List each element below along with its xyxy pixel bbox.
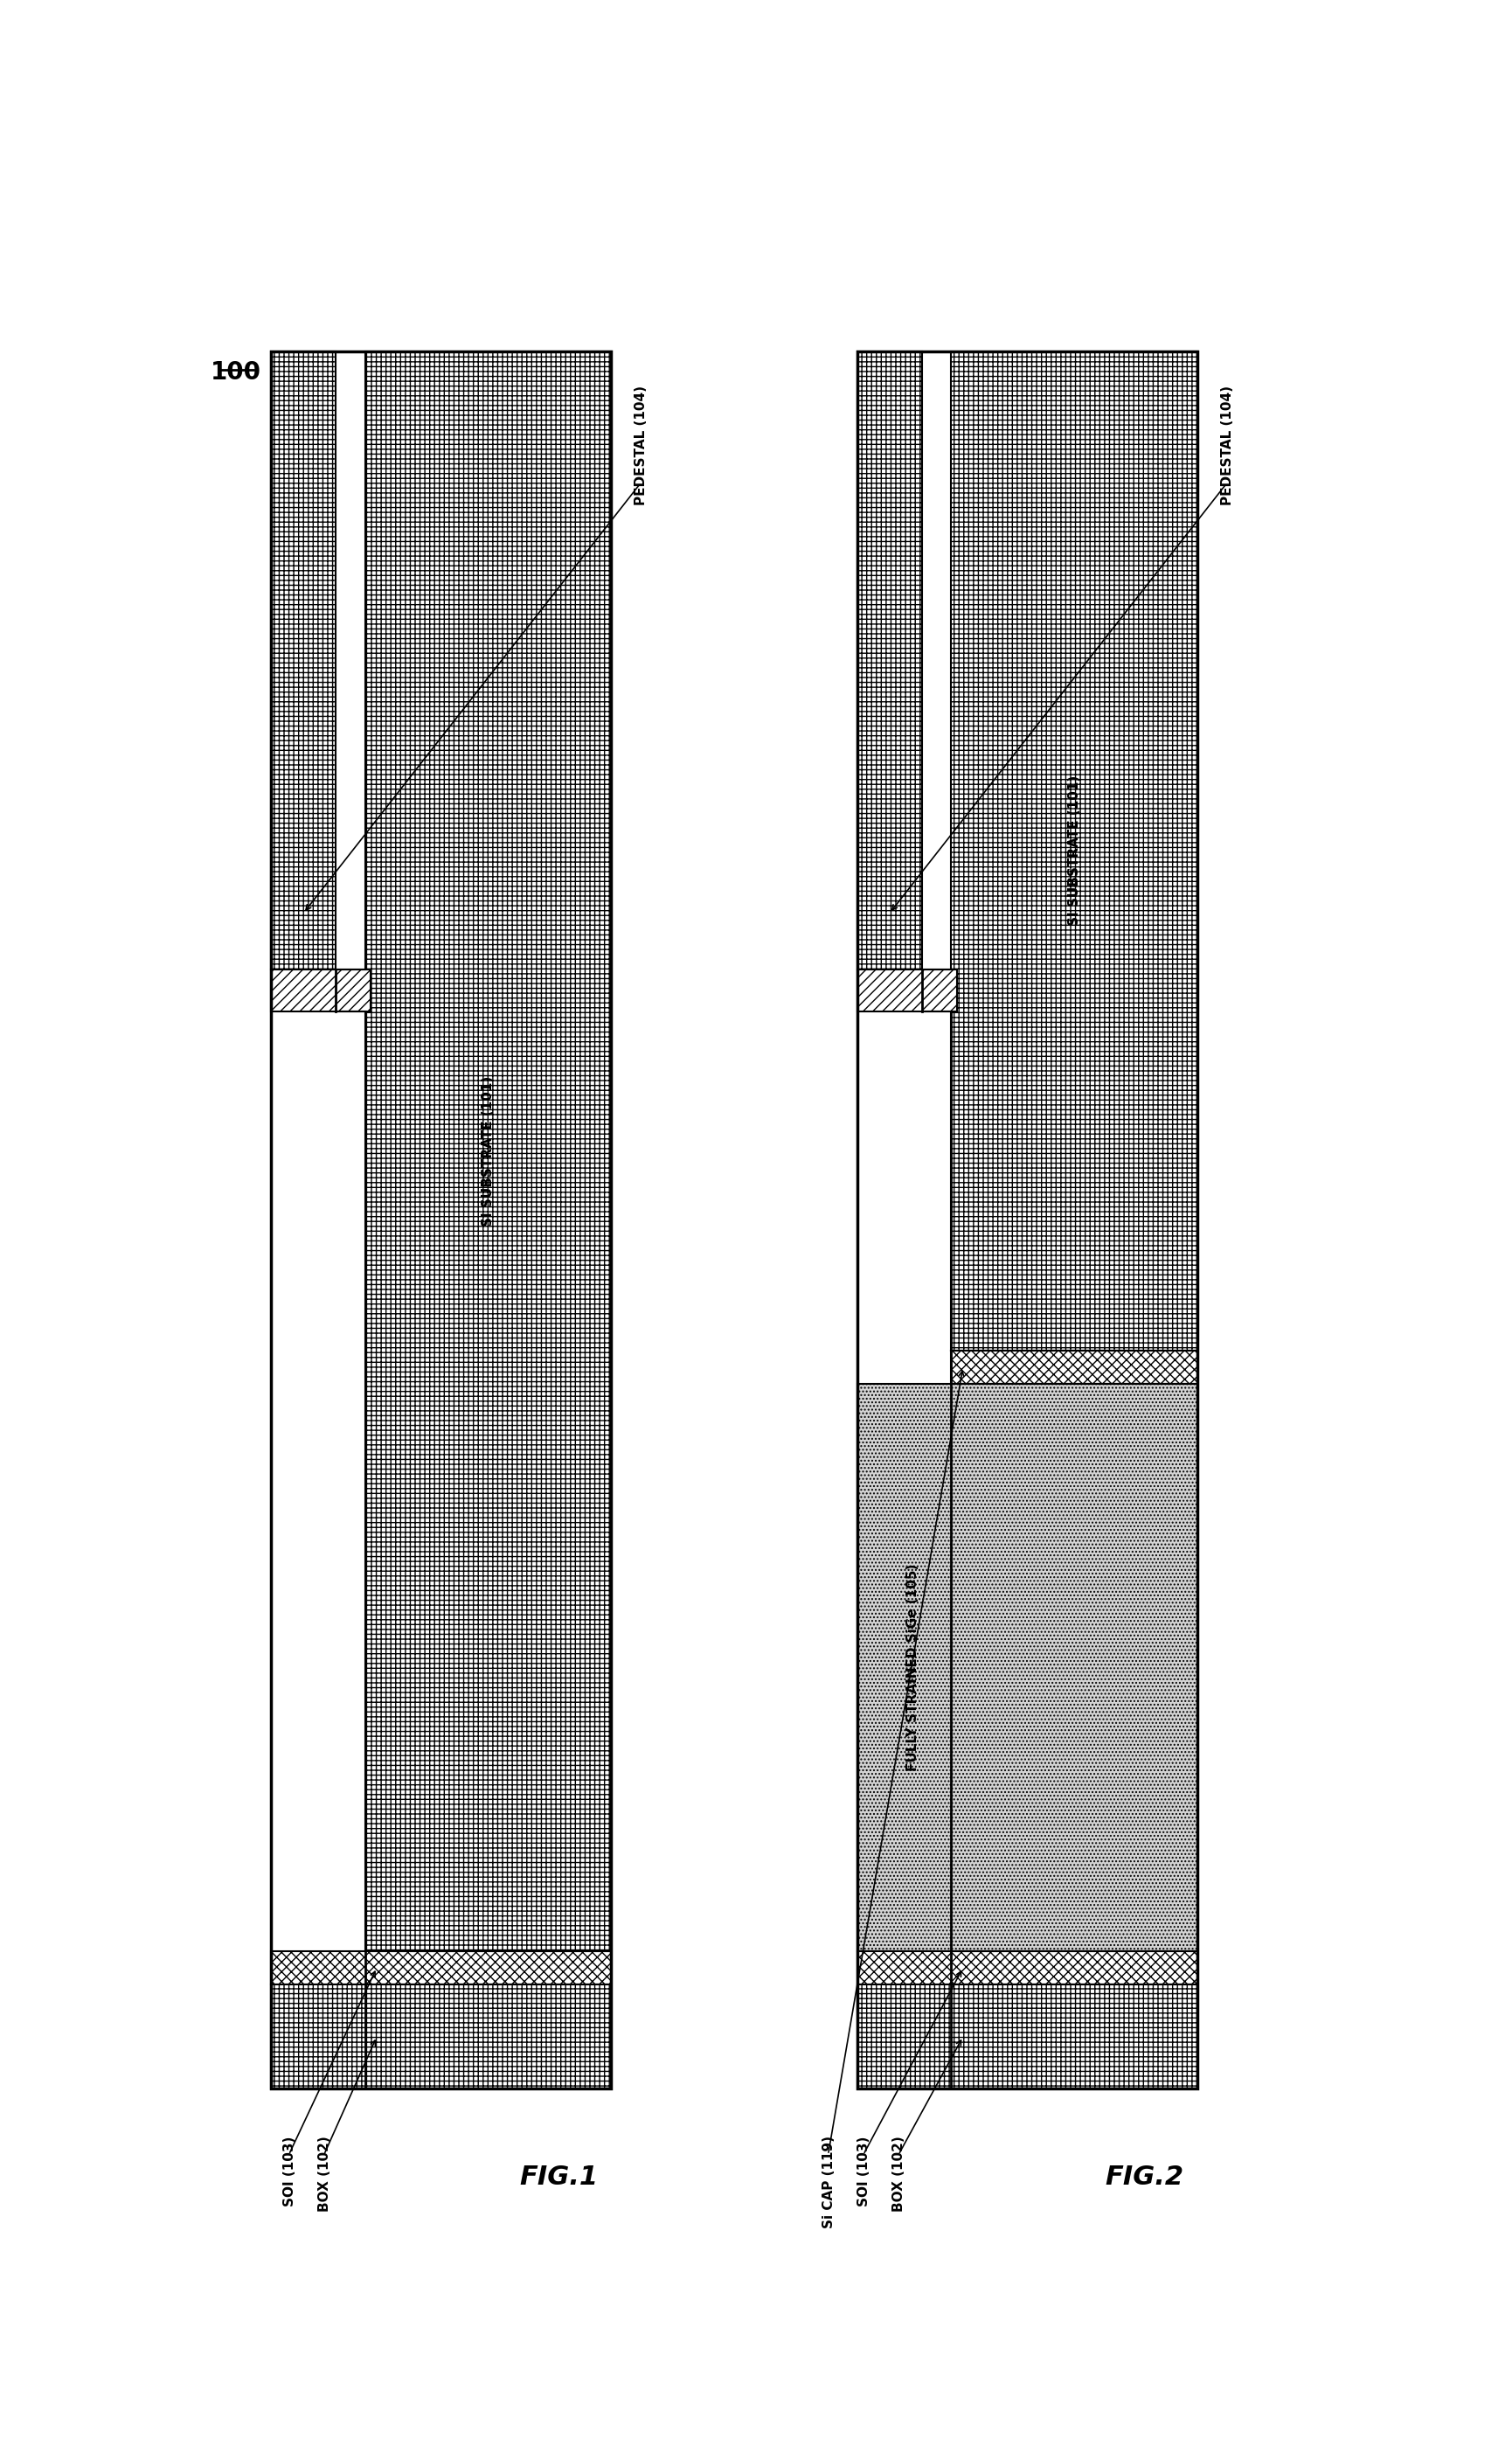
Bar: [364, 351, 611, 1950]
Text: PEDESTAL (104): PEDESTAL (104): [635, 385, 647, 505]
Bar: [951, 1349, 1196, 1383]
Text: SOI (103): SOI (103): [857, 2137, 869, 2205]
Text: PEDESTAL (104): PEDESTAL (104): [1220, 385, 1234, 505]
Bar: [857, 1950, 1196, 1984]
Text: SI SUBSTRATE (101): SI SUBSTRATE (101): [1067, 775, 1080, 925]
Bar: [271, 351, 336, 969]
Text: FULLY STRAINED SiGe (105): FULLY STRAINED SiGe (105): [906, 1563, 919, 1771]
Bar: [857, 351, 1196, 2090]
Text: 100: 100: [210, 361, 262, 385]
Text: SOI (103): SOI (103): [283, 2137, 296, 2205]
Bar: [857, 1984, 1196, 2090]
Bar: [271, 1950, 611, 1984]
Text: SI SUBSTRATE (101): SI SUBSTRATE (101): [481, 1077, 494, 1226]
Bar: [271, 351, 611, 2090]
Bar: [271, 1984, 611, 2090]
Bar: [857, 1383, 1196, 1950]
Text: FIG.1: FIG.1: [519, 2164, 597, 2191]
Bar: [271, 969, 370, 1011]
Text: BOX (102): BOX (102): [892, 2137, 906, 2213]
Text: Si CAP (119): Si CAP (119): [823, 2137, 835, 2230]
Text: FIG.2: FIG.2: [1105, 2164, 1184, 2191]
Bar: [857, 969, 957, 1011]
Bar: [951, 351, 1196, 1349]
Bar: [857, 351, 921, 969]
Text: BOX (102): BOX (102): [318, 2137, 331, 2213]
